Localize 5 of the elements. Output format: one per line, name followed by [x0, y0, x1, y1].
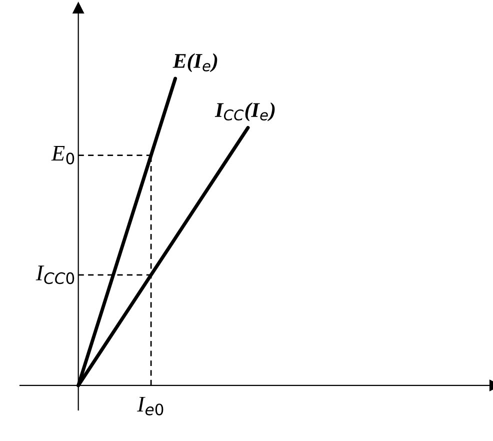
ref-line-label: I$_{CC0}$ [36, 266, 74, 284]
series-label: I$_{CC}$(I$_{e}$) [214, 102, 275, 122]
series-label: E(I$_{e}$) [172, 53, 218, 72]
text: I$_{e0}$ [137, 396, 164, 416]
ref-line-label: E$_{0}$ [51, 146, 74, 164]
